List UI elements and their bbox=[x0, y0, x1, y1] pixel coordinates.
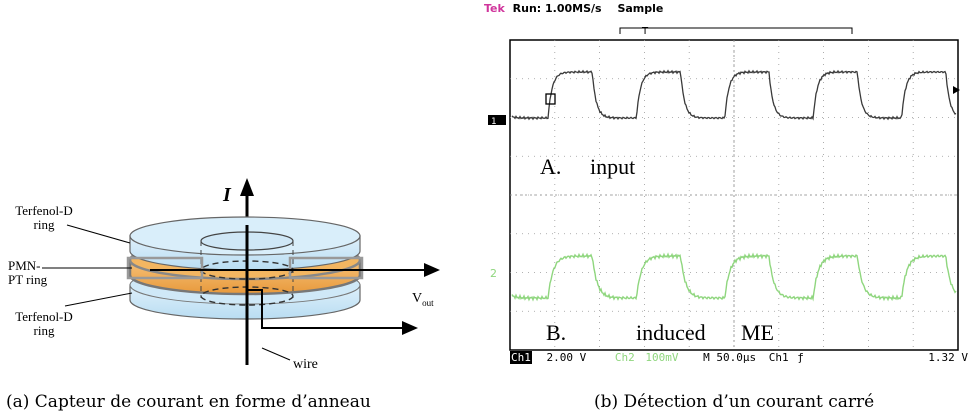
channel1-label-text: input bbox=[590, 154, 636, 179]
leader-top-ring bbox=[66, 224, 131, 244]
top-ring-label: Terfenol-D ring bbox=[15, 203, 73, 232]
scope-footer: Ch1 2.00 V Ch2 100mV M 50.0µs Ch1 ƒ 1.32… bbox=[510, 351, 970, 364]
footer-ch1: Ch1 bbox=[510, 351, 532, 364]
scope-header: Tek Run: 1.00MS/s Sample bbox=[484, 2, 663, 15]
channel2-trace bbox=[511, 252, 957, 302]
footer-timebase: M 50.0µs bbox=[703, 351, 757, 364]
scope-screen: T 1 2 bbox=[488, 26, 960, 351]
leader-wire bbox=[261, 347, 291, 361]
vout-label: Vout bbox=[412, 292, 434, 310]
wire-output-line bbox=[247, 289, 405, 329]
trigger-level-arrow bbox=[953, 86, 960, 94]
ring-sensor-diagram bbox=[42, 178, 440, 365]
wire-output-arrowhead bbox=[402, 321, 418, 335]
scope-brand: Tek bbox=[484, 2, 505, 15]
leader-bottom-ring bbox=[64, 292, 133, 307]
vout-label-main: V bbox=[412, 291, 423, 306]
current-axis-arrowhead bbox=[240, 178, 254, 196]
footer-ch2-scale: 100mV bbox=[645, 351, 679, 364]
channel1-marker bbox=[488, 115, 506, 125]
footer-ch1-scale: 2.00 V bbox=[546, 351, 587, 364]
current-symbol: I bbox=[223, 184, 231, 206]
channel2-label-text: induced bbox=[636, 320, 706, 345]
wire-label: wire bbox=[293, 357, 318, 372]
footer-trigger-ch: Ch1 bbox=[768, 351, 789, 364]
trigger-point-marker bbox=[545, 93, 556, 105]
channel2-label-text2: ME bbox=[741, 320, 774, 345]
scope-run-rate: Run: 1.00MS/s bbox=[512, 2, 602, 15]
channel1-trace bbox=[511, 69, 957, 121]
channel1-label-letter: A. bbox=[540, 154, 562, 179]
trigger-bracket bbox=[619, 27, 853, 34]
channel2-label-letter: B. bbox=[546, 320, 567, 345]
figure-b: Tek Run: 1.00MS/s Sample T 1 2 A. input … bbox=[484, 0, 971, 390]
vout-arrowhead bbox=[424, 263, 440, 277]
figure-a: I Terfenol-D ring PMN-PT ring Terfenol-D… bbox=[0, 0, 470, 390]
bottom-ring-label: Terfenol-D ring bbox=[15, 309, 73, 338]
channel2-marker: 2 bbox=[490, 267, 497, 280]
footer-ch2: Ch2 bbox=[614, 351, 635, 364]
footer-trigger-level: 1.32 V bbox=[928, 351, 968, 364]
vout-label-sub: out bbox=[422, 297, 434, 308]
electrode-right bbox=[288, 256, 364, 280]
channel1-marker-text: 1 bbox=[491, 117, 496, 127]
middle-ring-label: PMN-PT ring bbox=[8, 258, 48, 287]
footer-trigger-slope: ƒ bbox=[797, 351, 804, 364]
graticule-grid bbox=[510, 40, 958, 350]
caption-a: (a) Capteur de courant en forme d’anneau bbox=[6, 392, 371, 412]
trigger-marker: T bbox=[641, 26, 649, 37]
caption-b: (b) Détection d’un courant carré bbox=[594, 392, 875, 412]
scope-acq-mode: Sample bbox=[617, 2, 664, 15]
